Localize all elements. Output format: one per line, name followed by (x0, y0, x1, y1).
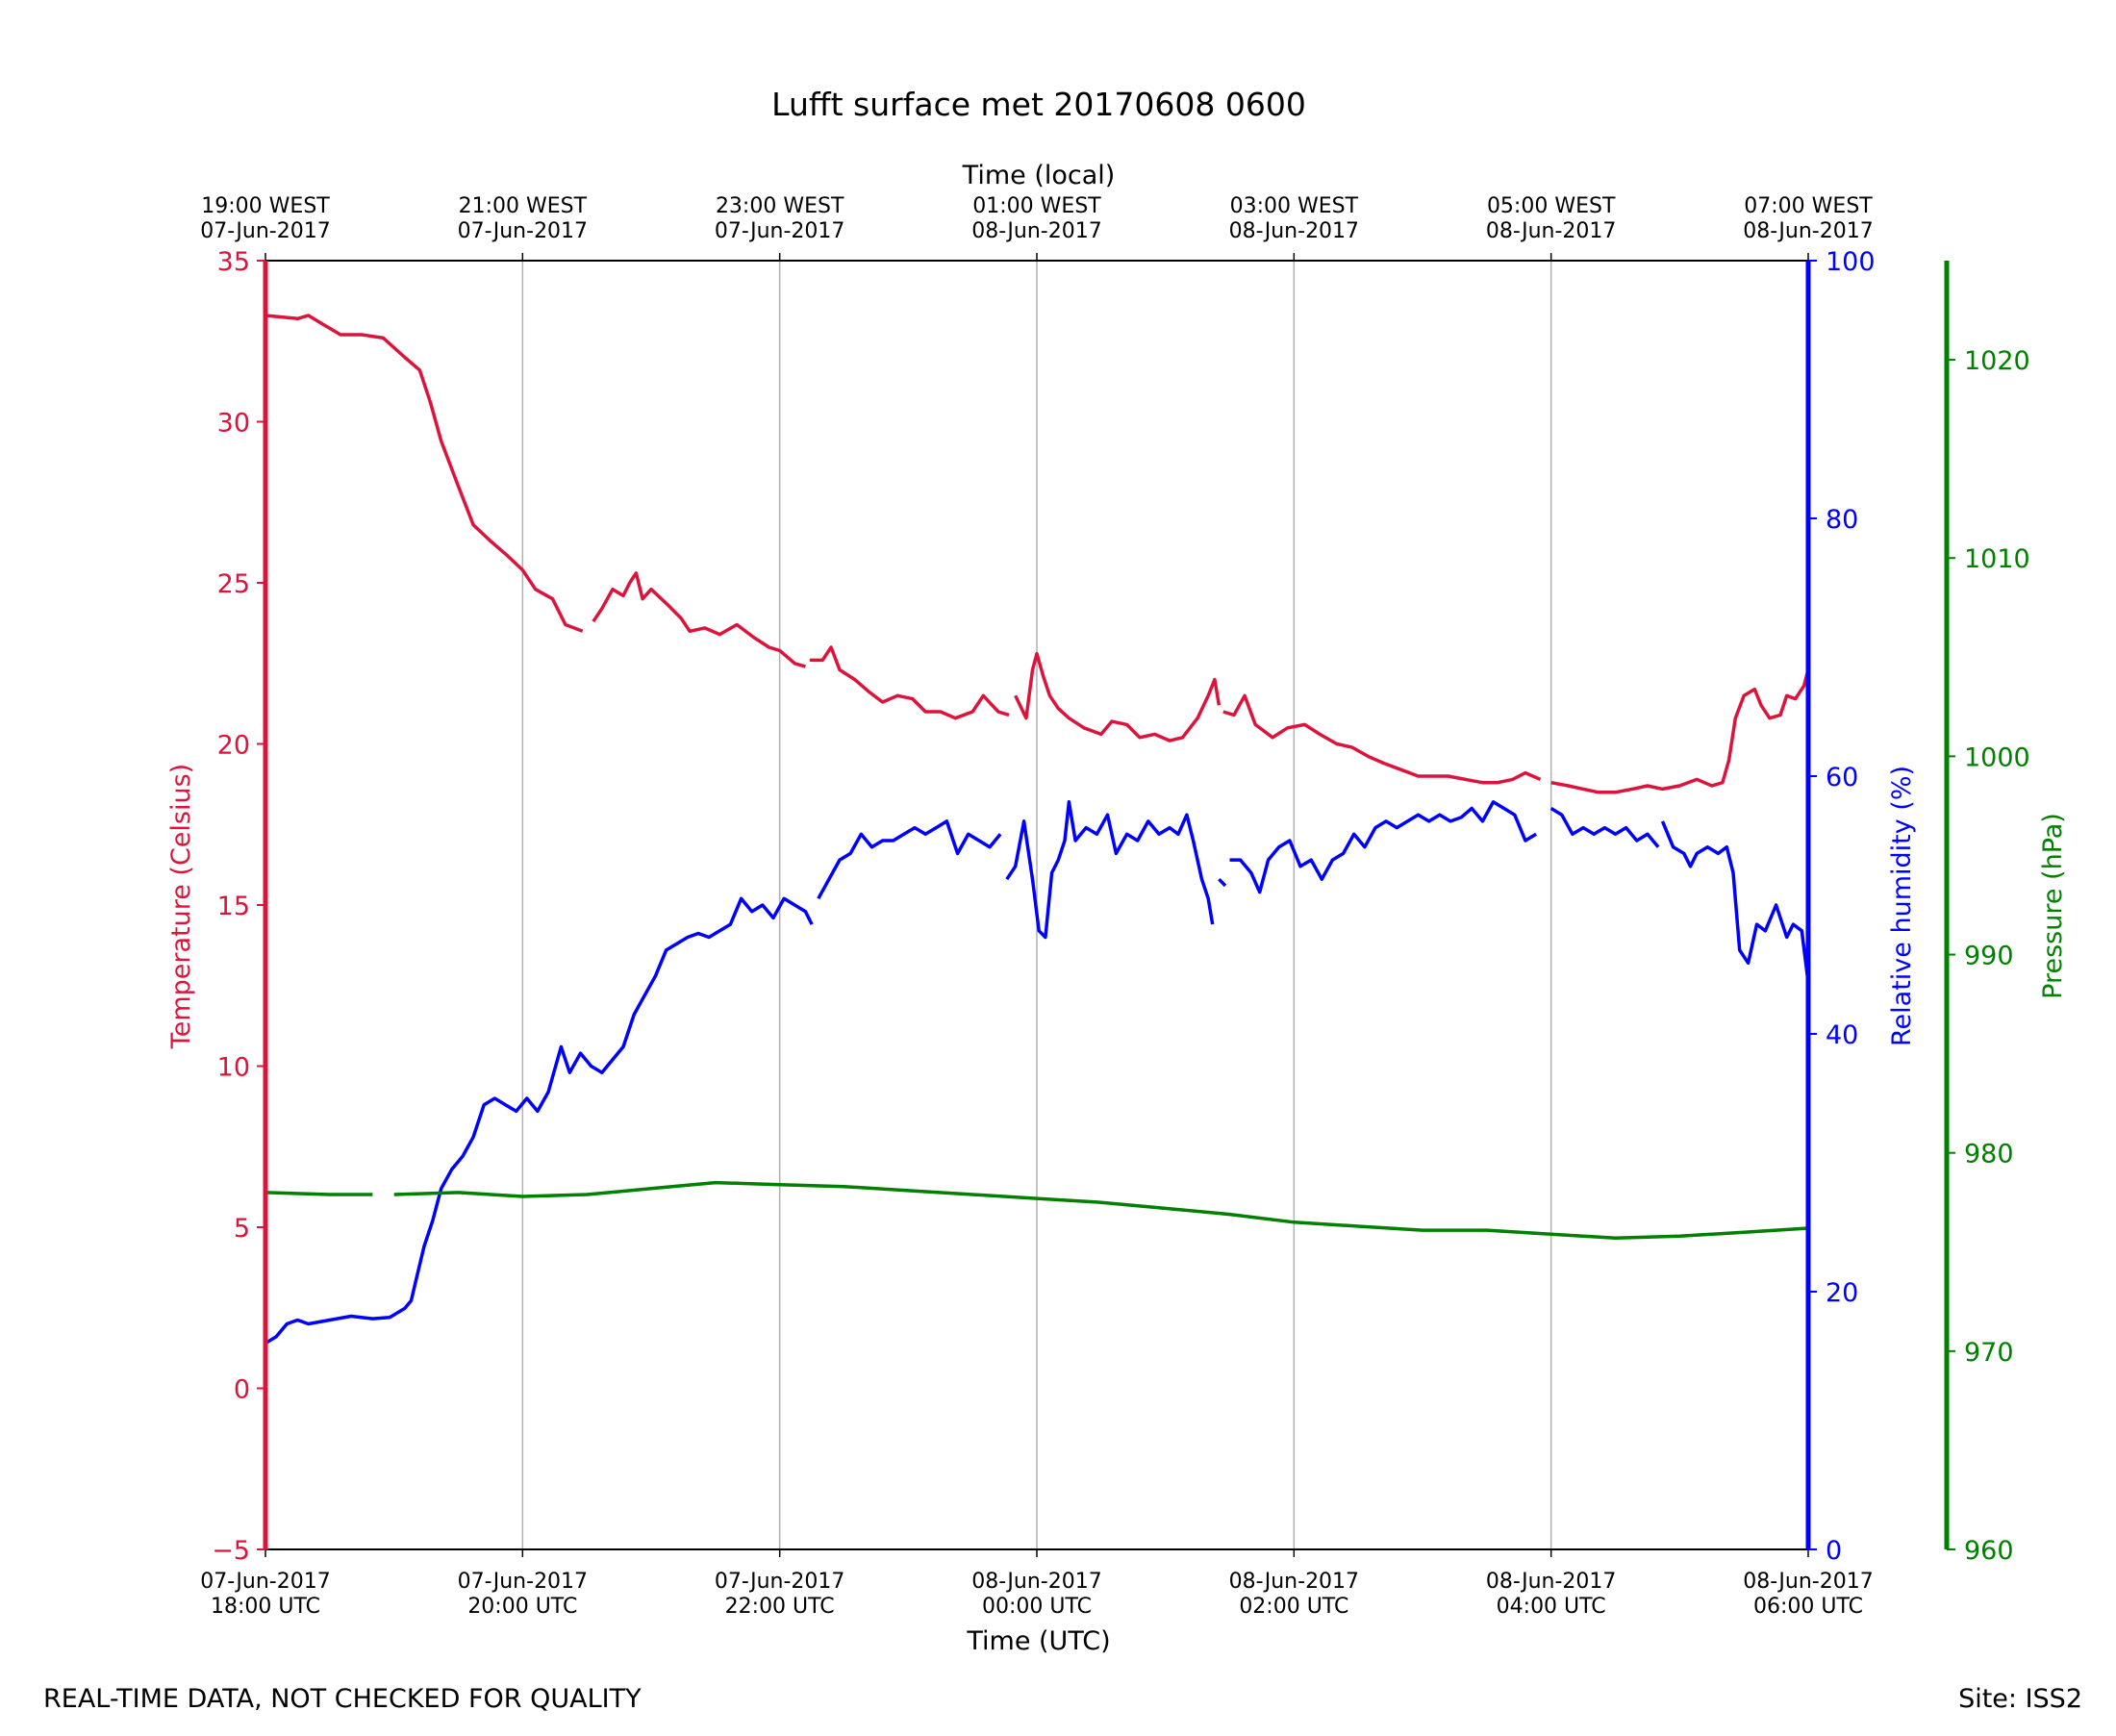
top-tick-label-date: 08-Jun-2017 (1229, 219, 1359, 243)
y-tick-label-temperature: −5 (212, 1536, 250, 1566)
x-tick-label-date: 08-Jun-2017 (1229, 1570, 1359, 1594)
top-tick-label-time: 19:00 WEST (201, 194, 330, 218)
series-line-humidity (264, 896, 814, 1346)
chart-title: Lufft surface met 20170608 0600 (771, 86, 1306, 123)
series-line-temperature (1222, 693, 1542, 785)
top-tick-label-date: 07-Jun-2017 (200, 219, 330, 243)
series-line-temperature (592, 571, 806, 668)
top-tick-label-time: 23:00 WEST (716, 194, 844, 218)
y-tick-label-humidity: 40 (1826, 1020, 1858, 1050)
y-tick-label-temperature: 20 (217, 731, 250, 761)
series-line-pressure (393, 1180, 1809, 1241)
y-tick-label-humidity: 60 (1826, 763, 1858, 793)
series-line-humidity (1229, 800, 1537, 894)
y-tick-label-temperature: 0 (234, 1375, 250, 1405)
series-line-humidity (1218, 877, 1227, 888)
y-tick-label-pressure: 970 (1964, 1338, 2014, 1368)
y-tick-label-pressure: 1000 (1964, 742, 2030, 772)
y-tick-label-temperature: 15 (217, 892, 250, 921)
series-line-humidity (1005, 800, 1215, 940)
x-tick-label-time: 18:00 UTC (211, 1595, 320, 1619)
top-tick-label-date: 07-Jun-2017 (458, 219, 588, 243)
y-axis-label-pressure: Pressure (hPa) (2038, 813, 2068, 999)
series-line-pressure (264, 1191, 373, 1196)
top-tick-label-time: 21:00 WEST (459, 194, 588, 218)
series-lines (264, 314, 1810, 1346)
y-tick-label-pressure: 980 (1964, 1140, 2014, 1170)
top-tick-label-time: 01:00 WEST (972, 194, 1101, 218)
y-tick-label-humidity: 100 (1826, 247, 1876, 277)
series-line-temperature (1014, 651, 1222, 742)
y-tick-label-humidity: 80 (1826, 505, 1858, 535)
top-tick-label-time: 07:00 WEST (1744, 194, 1873, 218)
y-tick-label-temperature: 10 (217, 1053, 250, 1083)
y-tick-label-temperature: 35 (217, 247, 250, 277)
quality-disclaimer: REAL-TIME DATA, NOT CHECKED FOR QUALITY (43, 1684, 642, 1714)
x-tick-label-date: 07-Jun-2017 (200, 1570, 330, 1594)
y-tick-label-temperature: 30 (217, 409, 250, 439)
y-tick-label-humidity: 20 (1826, 1278, 1858, 1308)
top-tick-label-date: 08-Jun-2017 (1743, 219, 1873, 243)
y-tick-label-temperature: 5 (234, 1214, 250, 1244)
x-tick-label-time: 04:00 UTC (1497, 1595, 1606, 1619)
series-line-temperature (809, 645, 1010, 720)
top-tick-label-time: 05:00 WEST (1487, 194, 1616, 218)
top-tick-label-date: 07-Jun-2017 (715, 219, 844, 243)
series-line-humidity (817, 819, 1002, 900)
series-line-humidity (1549, 807, 1660, 848)
y-axis-label-temperature: Temperature (Celsius) (166, 764, 196, 1049)
series-line-humidity (1660, 820, 1810, 983)
y-tick-label-pressure: 1020 (1964, 346, 2030, 376)
y-tick-label-pressure: 990 (1964, 942, 2014, 971)
y-tick-label-pressure: 960 (1964, 1536, 2014, 1566)
top-tick-label-date: 08-Jun-2017 (971, 219, 1101, 243)
x-tick-label-time: 20:00 UTC (467, 1595, 577, 1619)
y-tick-label-pressure: 1010 (1964, 544, 2030, 574)
series-line-temperature (1550, 669, 1810, 794)
x-axis-label: Time (UTC) (966, 1626, 1110, 1656)
y-axis-label-humidity: Relative humidity (%) (1887, 766, 1917, 1046)
top-axis-label: Time (local) (962, 161, 1116, 190)
series-line-temperature (264, 314, 584, 633)
x-tick-label-time: 00:00 UTC (982, 1595, 1092, 1619)
x-tick-label-date: 08-Jun-2017 (971, 1570, 1101, 1594)
x-tick-label-date: 08-Jun-2017 (1486, 1570, 1616, 1594)
x-tick-label-date: 07-Jun-2017 (458, 1570, 588, 1594)
x-tick-label-time: 06:00 UTC (1753, 1595, 1863, 1619)
top-tick-label-time: 03:00 WEST (1230, 194, 1359, 218)
x-tick-label-time: 22:00 UTC (725, 1595, 835, 1619)
x-tick-label-date: 07-Jun-2017 (715, 1570, 844, 1594)
x-tick-label-date: 08-Jun-2017 (1743, 1570, 1873, 1594)
top-tick-label-date: 08-Jun-2017 (1486, 219, 1616, 243)
site-label: Site: ISS2 (1958, 1684, 2082, 1714)
y-tick-label-temperature: 25 (217, 569, 250, 599)
y-tick-label-humidity: 0 (1826, 1536, 1842, 1566)
x-tick-label-time: 02:00 UTC (1239, 1595, 1348, 1619)
